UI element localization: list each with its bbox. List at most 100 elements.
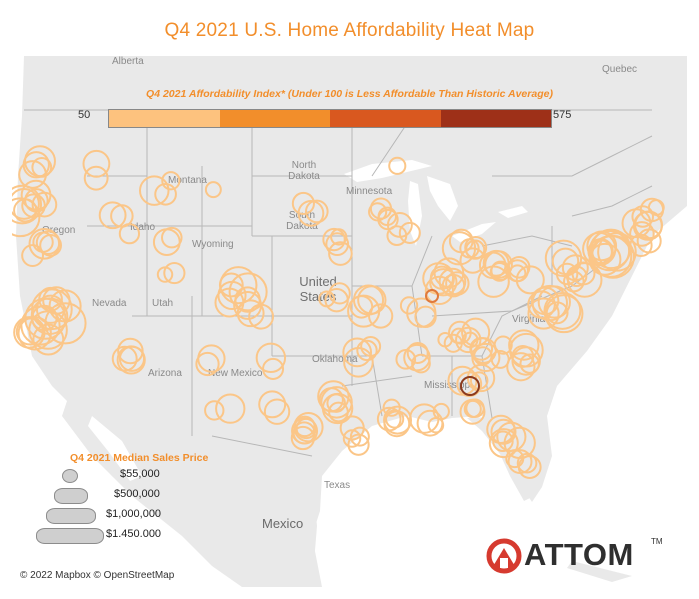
city-marker[interactable]: [219, 266, 258, 305]
city-marker[interactable]: [82, 149, 111, 178]
city-marker[interactable]: [318, 290, 336, 308]
city-marker[interactable]: [195, 351, 220, 377]
city-marker[interactable]: [438, 267, 467, 296]
city-marker[interactable]: [204, 400, 225, 421]
city-marker[interactable]: [490, 418, 517, 445]
city-marker[interactable]: [328, 282, 351, 305]
city-marker[interactable]: [463, 399, 482, 419]
city-marker[interactable]: [262, 357, 285, 380]
city-marker[interactable]: [406, 297, 437, 328]
city-marker[interactable]: [12, 184, 43, 225]
city-marker[interactable]: [322, 227, 346, 252]
city-marker[interactable]: [218, 272, 244, 298]
city-marker[interactable]: [21, 193, 46, 218]
city-marker[interactable]: [555, 262, 579, 286]
city-marker[interactable]: [414, 305, 437, 328]
city-marker[interactable]: [376, 406, 402, 432]
city-marker[interactable]: [154, 182, 177, 206]
city-marker[interactable]: [31, 191, 58, 218]
city-marker[interactable]: [12, 197, 41, 238]
city-marker[interactable]: [304, 199, 329, 224]
city-marker[interactable]: [248, 303, 275, 330]
city-marker[interactable]: [450, 327, 467, 344]
city-marker[interactable]: [236, 299, 265, 328]
city-marker[interactable]: [537, 285, 571, 319]
city-marker[interactable]: [631, 205, 655, 228]
city-marker[interactable]: [629, 221, 655, 247]
city-marker[interactable]: [12, 188, 40, 220]
city-marker[interactable]: [117, 337, 144, 365]
city-marker[interactable]: [399, 296, 419, 315]
city-marker[interactable]: [544, 239, 583, 277]
city-marker[interactable]: [368, 303, 394, 329]
city-marker[interactable]: [13, 316, 46, 349]
city-marker[interactable]: [342, 429, 362, 448]
city-marker[interactable]: [291, 191, 315, 216]
city-marker[interactable]: [255, 342, 287, 374]
city-marker[interactable]: [152, 228, 181, 256]
city-marker[interactable]: [258, 390, 287, 419]
map-canvas[interactable]: Alberta Quebec Montana North Dakota Sout…: [12, 56, 687, 587]
city-marker[interactable]: [318, 387, 344, 413]
city-marker[interactable]: [357, 285, 387, 315]
city-marker[interactable]: [398, 221, 421, 244]
city-marker-highlight[interactable]: [460, 376, 480, 396]
city-marker[interactable]: [263, 398, 291, 425]
city-marker[interactable]: [588, 242, 622, 276]
city-marker[interactable]: [383, 410, 411, 438]
city-marker[interactable]: [506, 352, 536, 382]
city-marker[interactable]: [448, 228, 474, 254]
city-marker[interactable]: [527, 290, 556, 319]
city-marker[interactable]: [597, 232, 637, 272]
city-marker[interactable]: [629, 233, 653, 257]
city-marker[interactable]: [507, 449, 533, 475]
city-marker[interactable]: [368, 202, 388, 222]
city-marker[interactable]: [527, 297, 560, 330]
city-marker[interactable]: [110, 204, 134, 228]
city-marker[interactable]: [21, 244, 44, 267]
city-marker[interactable]: [543, 291, 582, 330]
city-marker[interactable]: [406, 341, 429, 364]
city-marker[interactable]: [636, 228, 662, 254]
map-attribution[interactable]: © 2022 Mapbox © OpenStreetMap: [20, 570, 175, 581]
city-marker[interactable]: [511, 346, 541, 376]
city-marker[interactable]: [432, 402, 450, 421]
city-marker[interactable]: [356, 339, 378, 362]
city-marker[interactable]: [24, 188, 49, 213]
city-marker[interactable]: [28, 310, 68, 350]
city-marker[interactable]: [388, 156, 407, 175]
city-marker[interactable]: [505, 449, 525, 469]
city-marker-highlight[interactable]: [425, 289, 439, 303]
city-marker[interactable]: [326, 393, 346, 413]
city-marker[interactable]: [411, 353, 431, 374]
city-marker[interactable]: [197, 344, 226, 373]
city-marker[interactable]: [395, 349, 417, 370]
city-marker[interactable]: [445, 271, 470, 296]
city-marker[interactable]: [163, 261, 186, 285]
city-marker[interactable]: [44, 302, 87, 345]
city-marker[interactable]: [386, 225, 408, 247]
city-marker[interactable]: [484, 250, 513, 279]
city-marker[interactable]: [83, 165, 109, 191]
city-marker[interactable]: [24, 145, 56, 178]
city-marker[interactable]: [291, 417, 319, 445]
city-marker[interactable]: [349, 426, 370, 447]
city-marker[interactable]: [116, 345, 146, 375]
city-marker[interactable]: [330, 228, 348, 246]
city-marker[interactable]: [455, 326, 482, 354]
city-marker[interactable]: [545, 301, 569, 325]
city-marker[interactable]: [290, 425, 316, 451]
city-marker[interactable]: [515, 265, 545, 295]
city-marker[interactable]: [39, 233, 62, 257]
city-marker[interactable]: [488, 428, 519, 459]
city-marker[interactable]: [634, 210, 663, 240]
city-marker[interactable]: [588, 229, 631, 272]
city-marker[interactable]: [294, 415, 316, 438]
city-markers[interactable]: [12, 56, 687, 587]
city-marker[interactable]: [20, 305, 61, 346]
city-marker[interactable]: [98, 201, 127, 230]
city-marker[interactable]: [647, 199, 665, 216]
city-marker[interactable]: [111, 345, 138, 372]
city-marker[interactable]: [519, 353, 540, 374]
city-marker[interactable]: [508, 329, 540, 361]
